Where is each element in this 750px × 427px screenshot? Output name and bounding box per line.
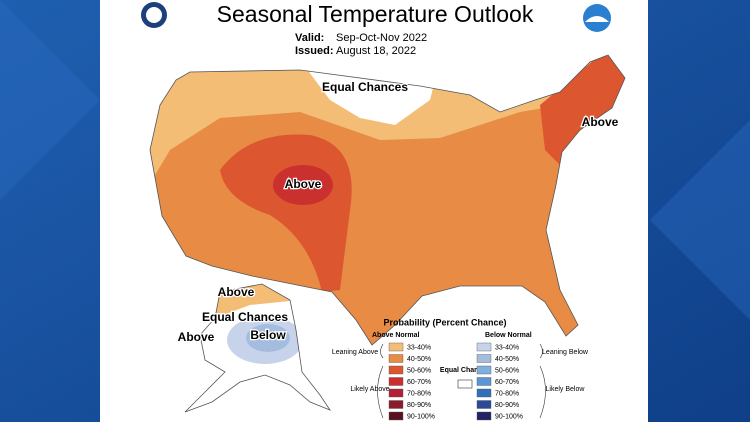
map-label: Equal Chances (202, 310, 288, 324)
map-label: Above (285, 177, 322, 191)
legend-brackets (377, 343, 546, 419)
map-label: Above (178, 330, 215, 344)
legend-swatch (476, 400, 492, 409)
legend-swatch (476, 388, 492, 398)
valid-label: Valid: (295, 32, 324, 44)
title: Seasonal Temperature Outlook (217, 1, 534, 27)
legend-range: 33-40% (495, 344, 519, 351)
alaska-below-inner (246, 324, 290, 352)
legend-range: 60-70% (407, 379, 431, 386)
legend-above-header: Above Normal (372, 332, 420, 339)
legend-range: 70-80% (495, 390, 519, 397)
valid: Sep-Oct-Nov 2022 (336, 32, 427, 44)
legend-swatch (476, 354, 492, 363)
map-label: Above (218, 285, 255, 299)
zone-60-70 (273, 165, 333, 205)
issued: August 18, 2022 (336, 45, 416, 57)
legend-swatch (388, 400, 404, 409)
legend-swatch (388, 377, 404, 386)
legend-swatch (388, 411, 404, 421)
map-label: Below (250, 328, 286, 342)
zone-50-60-northeast (540, 55, 625, 165)
legend-equal-swatch (457, 379, 473, 389)
us-outline (149, 54, 626, 346)
legend-group: Likely Above (350, 386, 389, 393)
legend-swatch (388, 354, 404, 363)
legend-title: Probability (Percent Chance) (383, 317, 506, 327)
legend-range: 40-50% (495, 356, 519, 363)
legend-range: 90-100% (495, 413, 523, 420)
legend-swatch (476, 342, 492, 352)
legend-swatch (388, 388, 404, 398)
map-label: Above (582, 115, 619, 129)
legend-range: 50-60% (495, 367, 519, 374)
legend-group: Leaning Below (542, 349, 589, 356)
legend-swatch (388, 365, 404, 375)
legend-range: 80-90% (495, 402, 519, 409)
legend-group: Likely Below (546, 386, 586, 393)
noaa-gull (585, 16, 609, 22)
legend-group: Leaning Above (332, 349, 378, 356)
legend-swatch (476, 365, 492, 375)
map-label: Equal Chances (322, 80, 408, 94)
legend-equal-chances: Equal Chances (440, 367, 490, 374)
issued-label: Issued: (295, 45, 334, 57)
legend-range: 90-100% (407, 413, 435, 420)
legend-range: 70-80% (407, 390, 431, 397)
legend-range: 80-90% (407, 402, 431, 409)
legend-range: 60-70% (495, 379, 519, 386)
legend-below-header: Below Normal (485, 332, 532, 339)
legend: Probability (Percent Chance) Above Norma… (332, 317, 589, 420)
legend-swatch (388, 342, 404, 352)
legend-range: 40-50% (407, 356, 431, 363)
alaska-outline (184, 283, 332, 413)
legend-range: 33-40% (407, 344, 431, 351)
legend-range: 50-60% (407, 367, 431, 374)
commerce-seal-inner (146, 7, 162, 23)
legend-swatch (476, 377, 492, 386)
legend-swatch (476, 411, 492, 421)
